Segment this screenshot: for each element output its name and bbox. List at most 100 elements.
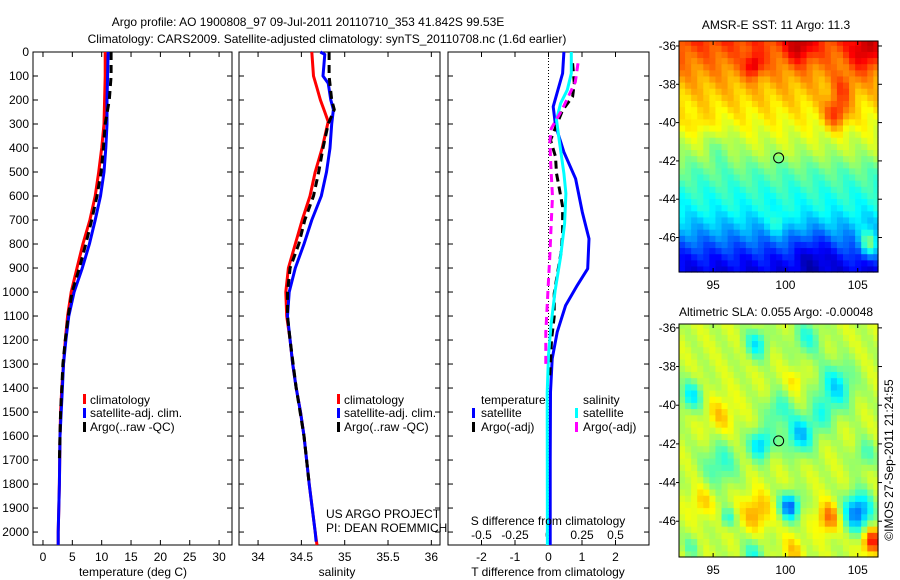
heatmap-cell [849,192,856,200]
heatmap-cell [691,464,698,471]
heatmap-cell [867,439,874,447]
heatmap-cell [685,408,692,416]
heatmap-cell [830,476,838,484]
heatmap-cell [776,45,783,52]
heatmap-cell [812,118,820,126]
heatmap-cell [764,371,771,379]
heatmap-cell [757,488,765,496]
heatmap-cell [745,88,753,95]
heatmap-cell [794,161,802,169]
heatmap-cell [873,100,879,108]
heatmap-cell [836,112,844,120]
heatmap-cell [715,186,723,193]
heatmap-cell [703,137,710,144]
heatmap-cell [812,88,820,95]
heatmap-cell [818,149,826,157]
heatmap-cell [745,396,753,403]
heatmap-cell [697,513,704,521]
heatmap-cell [757,235,765,242]
heatmap-cell [703,143,710,151]
heatmap-cell [836,45,844,52]
heatmap-cell [751,451,759,459]
heatmap-cell [806,69,814,77]
heatmap-cell [685,346,692,354]
x-tick-label: 5 [69,550,76,564]
heatmap-cell [818,222,826,230]
heatmap-cell [697,143,704,151]
heatmap-cell [697,198,704,206]
heatmap-cell [721,550,729,558]
heatmap-cell [776,495,783,502]
heatmap-cell [745,464,753,471]
heatmap-cell [836,445,844,453]
heatmap-cell [745,57,753,65]
heatmap-cell [757,41,765,46]
heatmap-cell [824,253,832,261]
heatmap-cell [739,526,747,533]
heatmap-cell [867,210,874,218]
heatmap-cell [739,186,747,193]
heatmap-cell [836,204,844,212]
heatmap-cell [697,346,704,354]
heatmap-cell [727,235,735,242]
heatmap-cell [855,259,862,267]
heatmap-cell [788,334,796,342]
heatmap-cell [806,253,814,261]
heatmap-cell [855,81,862,89]
heatmap-cell [782,396,789,403]
heatmap-cell [685,167,692,175]
heatmap-cell [776,161,783,169]
heatmap-cell [855,167,862,175]
heatmap-cell [843,186,850,193]
y-tick-label: 1300 [2,357,29,371]
heatmap-cell [703,464,710,471]
heatmap-cell [873,118,879,126]
heatmap-cell [751,501,759,509]
heatmap-cell [739,544,747,552]
heatmap-cell [855,88,862,95]
heatmap-cell [770,532,777,540]
series-line-salinity-satellite [545,52,573,546]
heatmap-cell [703,41,710,46]
heatmap-cell [794,445,802,453]
heatmap-cell [776,118,783,126]
heatmap-cell [721,464,729,471]
heatmap-cell [812,167,820,175]
heatmap-cell [806,229,814,236]
heatmap-cell [691,340,698,348]
heatmap-cell [873,216,879,224]
heatmap-cell [727,253,735,261]
heatmap-cell [685,389,692,397]
heatmap-cell [751,222,759,230]
heatmap-cell [794,550,802,558]
heatmap-cell [794,324,802,329]
heatmap-cell [855,414,862,422]
heatmap-cell [733,346,741,354]
heatmap-cell [782,371,789,379]
heatmap-cell [679,81,686,89]
heatmap-cell [836,192,844,200]
heatmap-cell [867,149,874,157]
heatmap-cell [855,427,862,434]
heatmap-cell [721,383,729,391]
heatmap-cell [739,124,747,132]
heatmap-cell [679,513,686,521]
heatmap-cell [843,247,850,255]
heatmap-cell [836,235,844,242]
heatmap-cell [745,69,753,77]
heatmap-cell [806,352,814,360]
heatmap-cell [715,550,723,558]
heatmap-cell [764,488,771,496]
heatmap-cell [830,241,838,249]
float-location-marker [773,435,785,447]
heatmap-cell [715,155,723,163]
heatmap-cell [867,371,874,379]
x-tick-label: 15 [124,550,138,564]
heatmap-cell [824,75,832,83]
heatmap-cell [721,51,729,59]
heatmap-cell [727,383,735,391]
heatmap-cell [830,501,838,509]
heatmap-cell [679,396,686,403]
heatmap-cell [861,247,868,255]
heatmap-cell [709,470,717,478]
